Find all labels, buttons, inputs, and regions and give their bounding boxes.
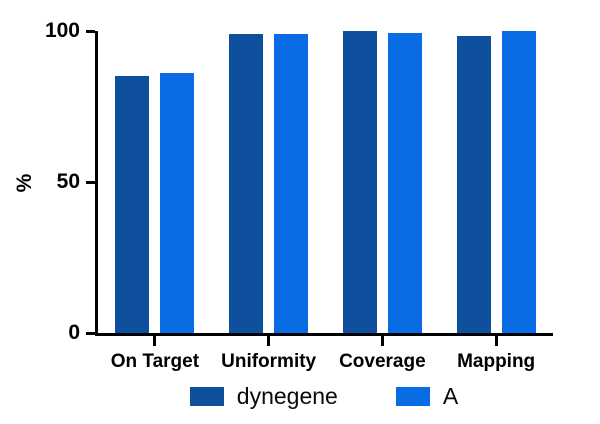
legend-swatch	[189, 386, 224, 406]
x-tick-mark	[380, 336, 384, 346]
x-tick-mark	[494, 336, 498, 346]
bar	[456, 35, 491, 333]
y-tick-mark	[86, 180, 95, 184]
bar	[229, 34, 264, 333]
legend-item: A	[395, 383, 459, 409]
legend-label: A	[442, 383, 459, 409]
legend: dynegene A	[95, 383, 553, 409]
y-tick-label: 0	[68, 321, 80, 344]
y-tick-label: 100	[44, 19, 80, 42]
legend-item: dynegene	[189, 383, 338, 409]
bar	[115, 76, 150, 333]
bar	[342, 31, 377, 333]
bar	[387, 32, 422, 333]
bar	[501, 31, 536, 333]
x-tick-mark	[153, 336, 157, 346]
x-tick-mark	[267, 336, 271, 346]
category-label: Uniformity	[221, 351, 317, 372]
bar	[274, 34, 309, 333]
y-tick-label: 50	[56, 170, 80, 193]
category-label: On Target	[110, 351, 200, 372]
y-tick-mark	[86, 29, 95, 33]
category-label: Mapping	[457, 351, 536, 372]
bar	[160, 73, 195, 333]
legend-label: dynegene	[236, 383, 338, 409]
legend-swatch	[395, 386, 430, 406]
y-tick-mark	[86, 331, 95, 335]
plot-area: 0 50 100 On Target Uniformity Coverage Mapping	[45, 19, 553, 372]
category-label: Coverage	[339, 351, 426, 372]
